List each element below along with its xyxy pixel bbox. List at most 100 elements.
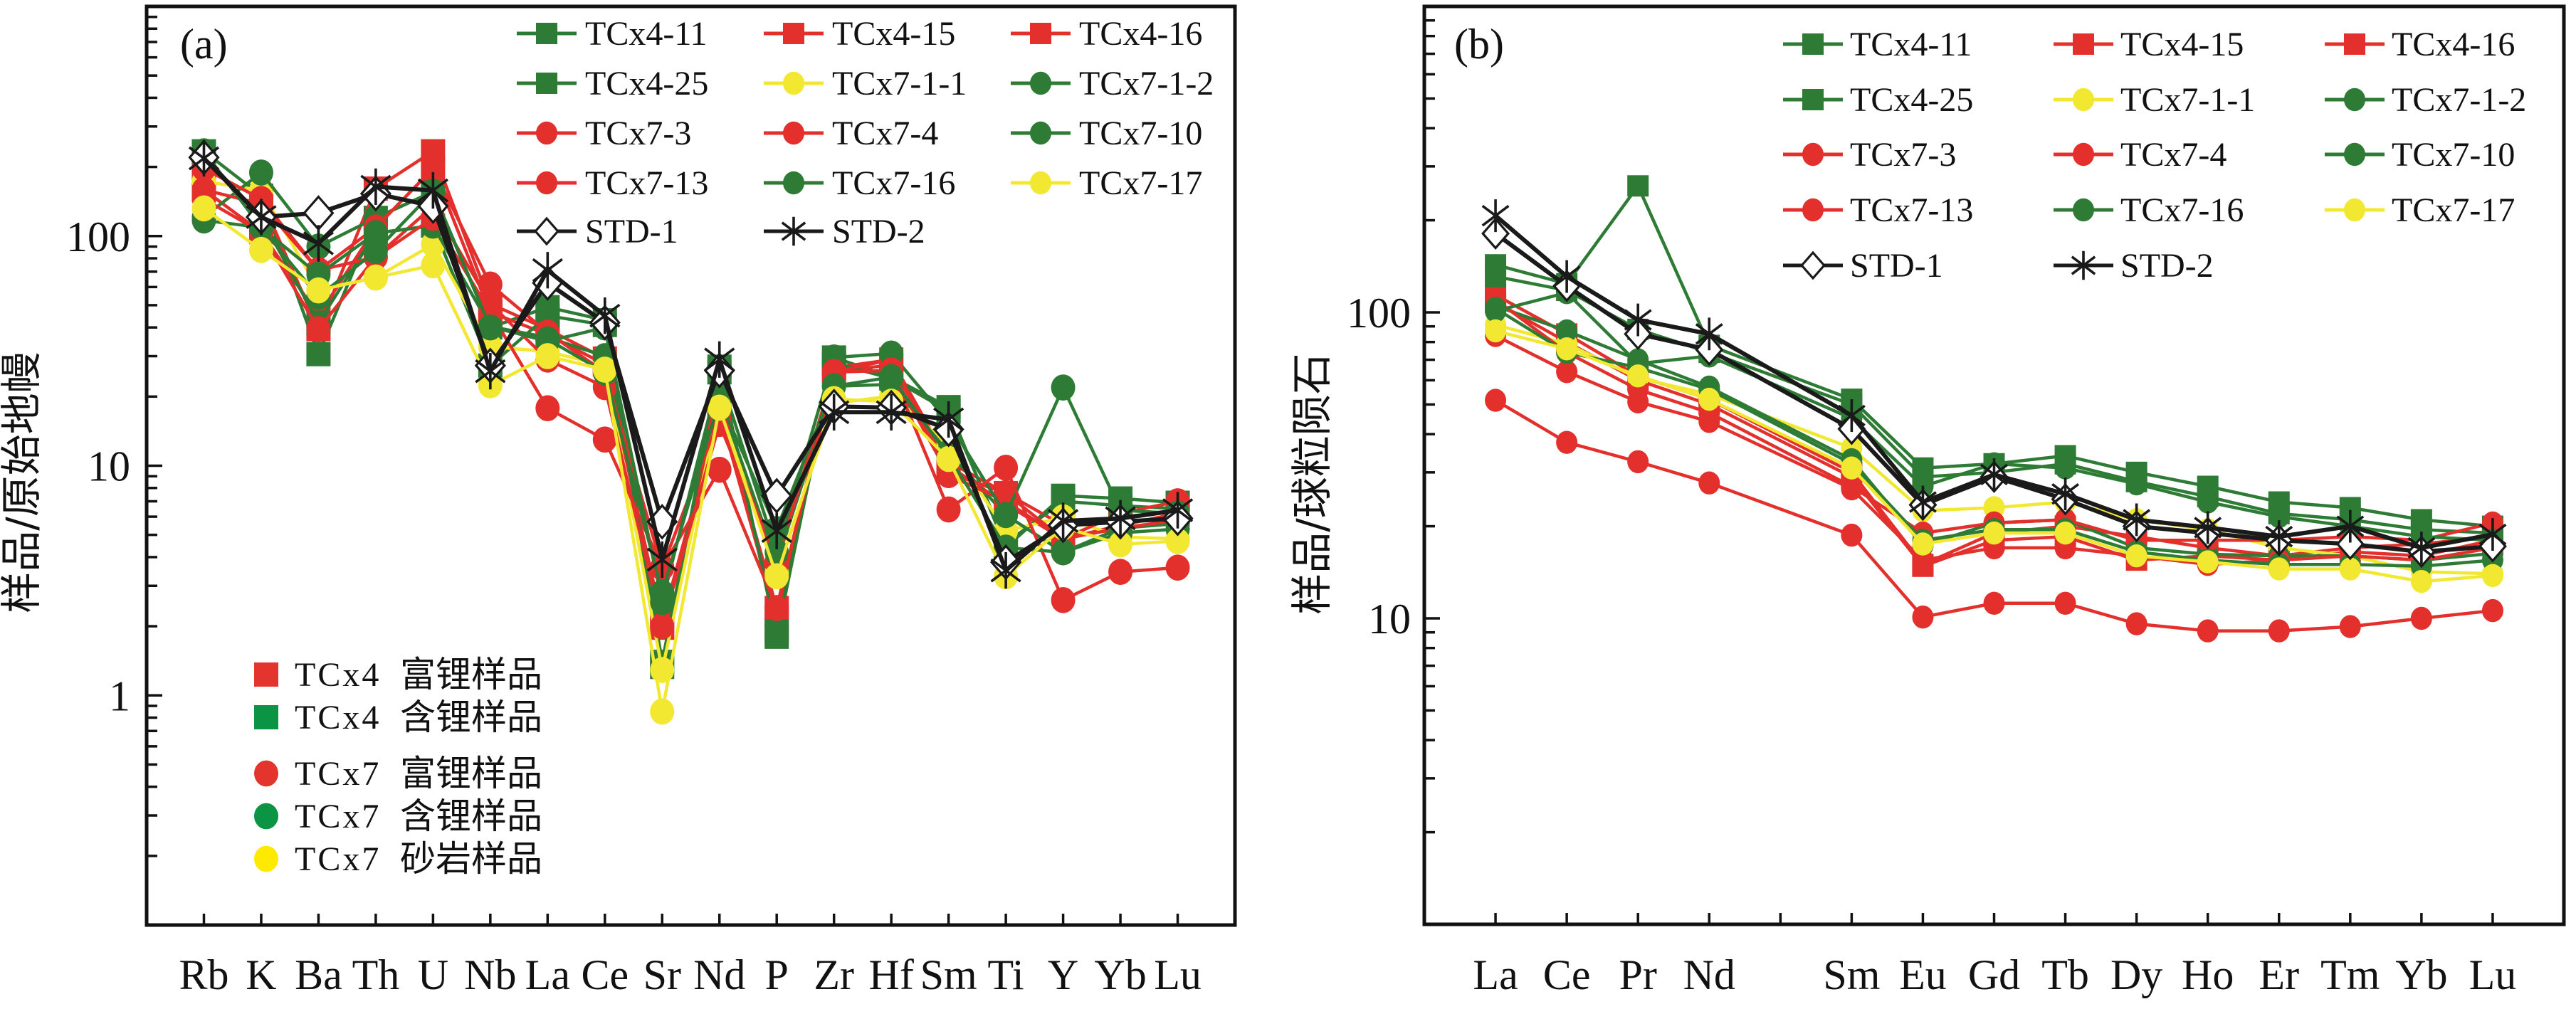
tcx7-13-point (994, 454, 1019, 481)
x-tick-label: Hf (869, 951, 914, 998)
series-tcx7-13 (1485, 389, 2503, 643)
group-legend-desc: 富锂样品 (400, 654, 542, 695)
group-legend-circle-icon (254, 760, 278, 787)
x-tick-label: Yb (1094, 951, 1146, 998)
legend-item: TCx7-4 (2054, 136, 2227, 174)
legend-label: TCx7-10 (2392, 136, 2515, 174)
legend-item: TCx7-1-2 (1011, 65, 1214, 102)
legend-circle-icon (2073, 88, 2094, 112)
tcx7-17-point (1698, 387, 1720, 411)
tcx7-13-point (2054, 591, 2076, 616)
x-tick-label: Lu (2469, 951, 2517, 998)
tcx7-13-point (1556, 430, 1578, 454)
x-tick-label: Y (1048, 951, 1078, 998)
group-legend: TCx4 富锂样品 TCx4 含锂样品 TCx7 富锂样品 TCx7 含锂样品 TCx7 砂岩样品 (254, 654, 542, 879)
y-tick-label: 10 (1368, 596, 1411, 643)
x-tick-label: Ce (1543, 951, 1591, 998)
legend-item: TCx7-13 (517, 164, 708, 202)
series-tcx7-17 (1485, 319, 2503, 593)
tcx7-4-point (1556, 360, 1578, 384)
legend-diamond-icon (534, 216, 559, 246)
legend-label: STD-2 (832, 213, 925, 250)
legend-circle-icon (536, 121, 557, 145)
group-legend-code: TCx7 (295, 755, 381, 793)
legend-circle-icon (2344, 142, 2365, 167)
legend-diamond-icon (1800, 250, 1826, 280)
tcx7-17-point (363, 264, 388, 291)
x-tick-label: Dy (2110, 951, 2162, 998)
legend: TCx4-11 TCx4-15 TCx4-16 TCx4-25 TCx7-1-1 TCx7… (517, 15, 1214, 250)
tcx7-17-point (1165, 527, 1190, 554)
std-2-point (2051, 477, 2079, 511)
std-2-point (990, 552, 1021, 589)
x-tick-label: Tb (2041, 951, 2089, 998)
tcx7-13-point (936, 496, 961, 523)
legend-square-icon (2073, 33, 2094, 55)
tcx7-17-point (1983, 521, 2005, 545)
tcx7-17-point (2481, 564, 2503, 588)
group-legend-item: TCx7 含锂样品 (254, 796, 542, 837)
std-2-point (1552, 260, 1581, 293)
tcx7-13-point (2268, 619, 2290, 643)
tcx7-17-point (421, 252, 446, 279)
group-legend-desc: 含锂样品 (400, 697, 542, 738)
legend-label: TCx4-15 (832, 15, 955, 53)
tcx7-16-point (650, 579, 675, 606)
tcx7-16-point (363, 238, 388, 265)
tcx7-13-point (2481, 598, 2503, 623)
panel-label: (a) (180, 21, 228, 68)
std-2-point (2194, 511, 2222, 544)
tcx7-10-point (994, 502, 1019, 529)
legend-item: TCx7-10 (2325, 136, 2515, 174)
std-2-point (417, 171, 448, 209)
tcx7-4-point (1698, 410, 1720, 433)
std-2-point (2336, 509, 2365, 543)
tcx7-13-point (1698, 471, 1720, 495)
legend-item: TCx4-25 (1783, 81, 1973, 119)
group-legend-code: TCx7 (295, 798, 381, 835)
legend-circle-icon (2073, 142, 2094, 167)
x-tick-label: La (1473, 951, 1518, 998)
x-tick-label: Ba (295, 951, 342, 998)
legend-item: TCx7-3 (1783, 136, 1956, 174)
tcx7-16-line (1494, 307, 2493, 569)
legend-asterisk-icon (2071, 250, 2096, 280)
tcx7-13-point (2339, 615, 2361, 638)
tcx7-13-line (203, 197, 1178, 610)
tcx7-13-point (1108, 559, 1133, 586)
group-legend-code: TCx4 (295, 656, 381, 694)
legend-circle-icon (783, 71, 804, 95)
legend-item: TCx7-16 (2054, 191, 2244, 229)
tcx7-4-point (1912, 548, 1934, 572)
legend-item: TCx7-4 (764, 115, 938, 152)
tcx7-17-point (1912, 532, 1934, 556)
legend-label: TCx4-15 (2120, 26, 2244, 63)
x-tick-label: Ce (581, 951, 629, 998)
legend-label: TCx7-17 (2392, 191, 2515, 229)
std-2-line (1494, 213, 2493, 550)
legend-label: TCx7-1-1 (2120, 81, 2255, 119)
tcx7-13-point (592, 426, 617, 453)
std-2-point (933, 401, 964, 438)
legend-circle-icon (1030, 71, 1051, 95)
group-legend-item: TCx7 富锂样品 (254, 753, 542, 794)
legend-item: STD-2 (2054, 247, 2214, 285)
tcx7-3-point (421, 155, 446, 182)
legend-label: TCx7-1-2 (2392, 81, 2526, 119)
group-legend-square-icon (254, 662, 278, 687)
legend-item: TCx7-1-1 (2054, 81, 2255, 119)
group-legend-desc: 富锂样品 (400, 753, 542, 794)
group-legend-circle-icon (254, 803, 278, 830)
legend-square-icon (2344, 33, 2365, 55)
std-2-point (1624, 303, 1652, 337)
series-layer (188, 138, 1194, 725)
tcx7-17-point (1627, 364, 1649, 388)
tcx7-13-point (764, 595, 789, 621)
tcx7-4-point (1841, 477, 1863, 501)
legend-label: TCx7-1-2 (1079, 65, 1214, 102)
tcx7-17-point (2339, 557, 2361, 581)
legend-label: TCx7-4 (2120, 136, 2227, 174)
tcx7-10-point (2054, 456, 2076, 480)
legend-item: TCx4-11 (517, 15, 708, 53)
